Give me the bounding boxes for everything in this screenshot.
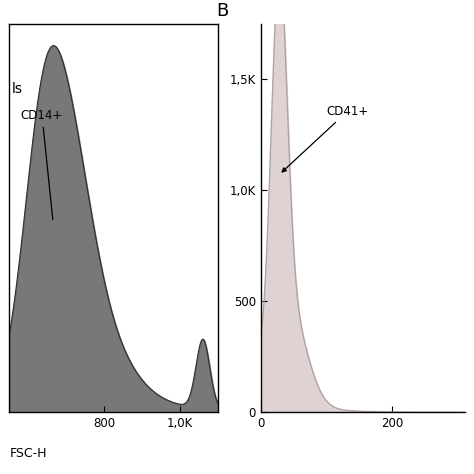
Text: CD41+: CD41+ xyxy=(282,105,369,172)
Text: FSC-H: FSC-H xyxy=(9,447,47,460)
Text: B: B xyxy=(216,2,228,20)
Text: ls: ls xyxy=(11,82,23,96)
Text: CD14+: CD14+ xyxy=(21,109,63,219)
